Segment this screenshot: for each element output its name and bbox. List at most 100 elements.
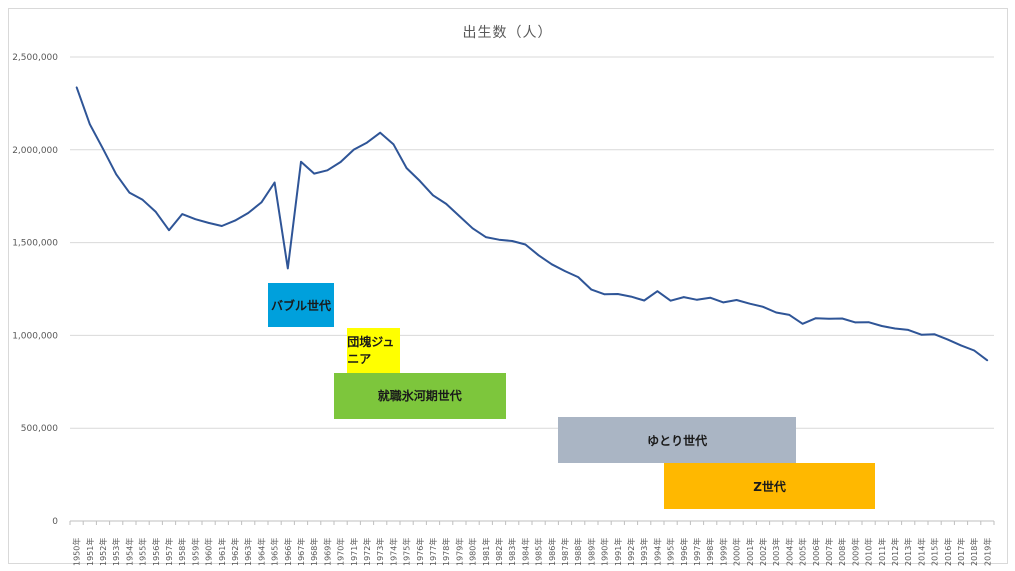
data-point: [735, 299, 738, 301]
data-point: [300, 160, 302, 163]
x-tick-label: 1972年: [362, 538, 372, 566]
x-tick-label: 2012年: [890, 538, 900, 566]
data-point: [432, 194, 434, 197]
gridlines: [69, 56, 995, 525]
annotation-box: Z世代: [664, 463, 876, 509]
data-point: [524, 243, 527, 246]
data-point: [379, 131, 382, 134]
data-point: [405, 167, 408, 169]
x-tick-label: 1979年: [454, 538, 464, 566]
x-tick-label: 1989年: [586, 538, 596, 566]
y-tick-label: 2,000,000: [12, 146, 58, 156]
data-point: [247, 212, 249, 214]
data-point: [828, 317, 830, 320]
x-tick-label: 1959年: [190, 538, 200, 566]
data-point: [841, 317, 843, 320]
data-point: [815, 317, 817, 319]
data-point: [141, 198, 144, 201]
data-point: [762, 306, 764, 308]
data-point: [973, 349, 975, 352]
x-tick-label: 1978年: [441, 538, 451, 566]
annotation-box: バブル世代: [268, 283, 334, 328]
data-point: [696, 299, 698, 301]
x-tick-label: 2009年: [850, 538, 860, 566]
x-tick-label: 1996年: [679, 538, 689, 566]
x-tick-label: 1984年: [520, 538, 530, 566]
data-point: [894, 327, 896, 330]
x-tick-label: 1992年: [626, 538, 636, 566]
x-tick-label: 1974年: [388, 538, 398, 566]
x-tick-label: 1968年: [309, 538, 319, 566]
data-point: [630, 295, 632, 298]
data-point: [168, 229, 170, 232]
data-point: [854, 321, 857, 324]
data-point: [564, 270, 566, 272]
x-tick-label: 1998年: [705, 538, 715, 566]
data-point: [445, 203, 448, 205]
data-point: [709, 296, 711, 299]
x-tick-label: 1962年: [230, 538, 240, 566]
data-point: [881, 325, 883, 327]
data-point: [683, 296, 685, 298]
y-tick-label: 0: [52, 517, 58, 527]
x-tick-label: 1997年: [692, 538, 702, 566]
x-tick-label: 2014年: [916, 538, 926, 566]
data-point: [669, 299, 672, 302]
x-tick-label: 1991年: [613, 538, 623, 566]
annotation-box: 就職氷河期世代: [334, 372, 506, 419]
data-point: [511, 240, 513, 242]
data-point: [366, 141, 368, 144]
data-point: [617, 293, 619, 295]
x-tick-label: 1960年: [204, 538, 214, 566]
x-tick-label: 2003年: [771, 538, 781, 566]
data-point: [155, 211, 157, 213]
annotation-box: 団塊ジュニア: [347, 327, 400, 373]
data-point: [498, 238, 500, 241]
x-tick-label: 1994年: [652, 538, 662, 566]
data-point: [89, 123, 91, 126]
x-tick-label: 2016年: [943, 538, 953, 566]
data-point: [128, 191, 131, 194]
data-point: [115, 173, 117, 176]
x-tick-label: 2010年: [864, 538, 874, 566]
x-tick-label: 2005年: [798, 538, 808, 566]
x-tick-label: 2001年: [745, 538, 755, 566]
x-tick-label: 1995年: [666, 538, 676, 566]
x-tick-label: 1975年: [402, 538, 412, 566]
data-point: [485, 236, 487, 238]
data-point: [234, 219, 236, 222]
data-point: [273, 181, 276, 184]
data-point: [221, 225, 223, 227]
data-point: [867, 321, 870, 323]
data-point: [722, 301, 725, 304]
x-tick-label: 2011年: [877, 538, 887, 566]
data-point: [960, 344, 962, 347]
data-point: [775, 311, 777, 314]
x-tick-label: 1999年: [718, 538, 728, 566]
x-tick-label: 1973年: [375, 538, 385, 566]
x-tick-label: 1971年: [349, 538, 359, 566]
x-tick-label: 1954年: [124, 538, 134, 566]
x-tick-label: 1982年: [494, 538, 504, 566]
x-tick-label: 2000年: [732, 538, 742, 566]
y-tick-label: 2,500,000: [12, 53, 58, 63]
data-point: [537, 254, 540, 257]
x-tick-label: 1980年: [468, 538, 478, 566]
data-point: [194, 218, 197, 220]
data-point: [749, 302, 751, 305]
data-point: [458, 215, 461, 217]
data-point: [551, 263, 553, 266]
data-point: [326, 169, 329, 172]
data-point: [419, 180, 421, 182]
data-point: [577, 276, 579, 278]
x-tick-label: 1981年: [481, 538, 491, 566]
x-tick-label: 2002年: [758, 538, 768, 566]
data-point: [392, 143, 395, 146]
data-point: [260, 201, 263, 204]
x-tick-label: 2013年: [903, 538, 913, 566]
x-tick-label: 1985年: [534, 538, 544, 566]
data-point: [287, 267, 289, 270]
x-tick-label: 2007年: [824, 538, 834, 566]
x-tick-label: 2006年: [811, 538, 821, 566]
